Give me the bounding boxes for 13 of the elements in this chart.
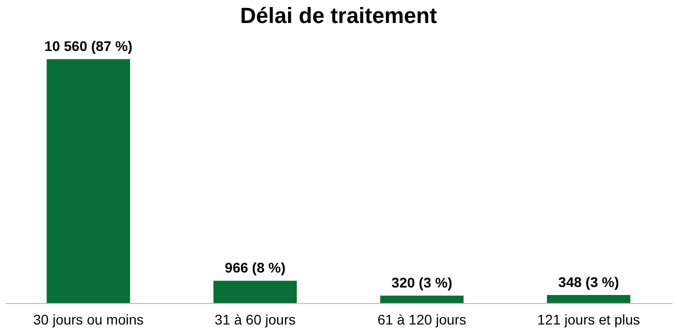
x-tick-label: 61 à 120 jours: [378, 312, 466, 328]
data-label: 320 (3 %): [392, 274, 452, 291]
data-label: 966 (8 %): [224, 260, 286, 276]
data-label: 10 560 (87 %): [44, 38, 132, 54]
bar: [546, 294, 630, 303]
x-tick-label: 30 jours ou moins: [33, 312, 144, 328]
x-tick-label: 121 jours et plus: [537, 312, 640, 328]
bar: [46, 59, 130, 303]
data-label: 348 (3 %): [558, 274, 619, 290]
bar: [213, 280, 297, 303]
x-tick-label: 31 à 60 jours: [214, 312, 296, 328]
chart-title: Délai de traitement: [240, 3, 438, 28]
bar: [380, 296, 464, 303]
